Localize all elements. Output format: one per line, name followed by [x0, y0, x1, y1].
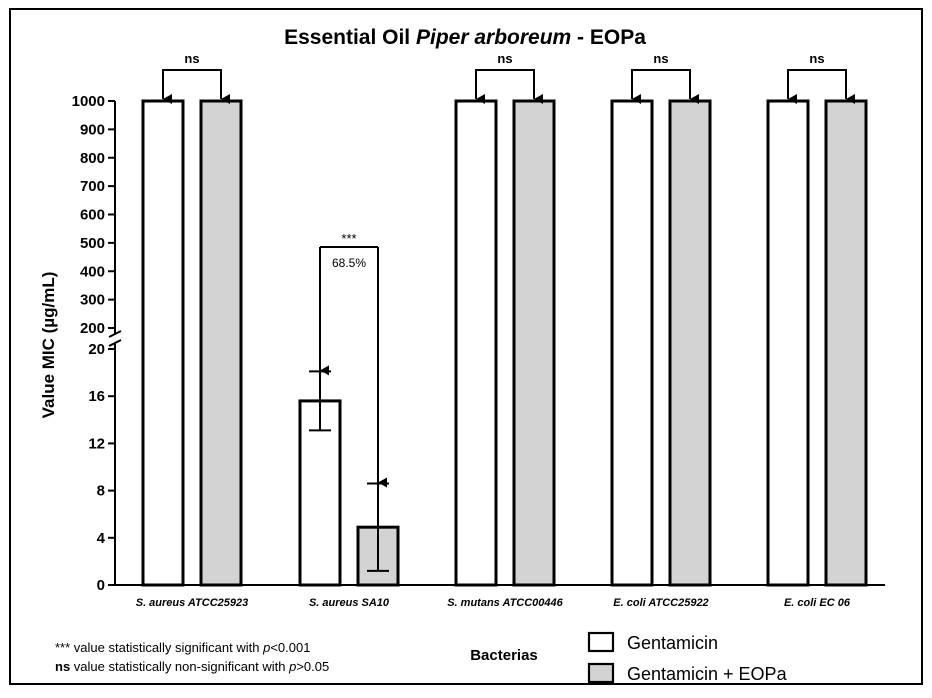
ns-label-3: ns — [653, 51, 668, 66]
category-strain-0: ATCC25923 — [185, 597, 248, 609]
y-axis-label: Value MIC (µg/mL) — [39, 272, 58, 419]
y-lower-tick-label-1: 4 — [97, 530, 106, 547]
y-upper-tick-label-4: 600 — [80, 207, 105, 224]
axes-group: 0 4 8 12 16 20 200 300 400 500 600 700 800 900 1000 — [72, 93, 885, 594]
category-strain-3: ATCC25922 — [646, 597, 709, 609]
category-label-0: S. aureus ATCC25923 — [136, 597, 249, 609]
legend: Gentamicin Gentamicin + EOPa — [587, 631, 788, 684]
title-part-1: Essential Oil — [284, 26, 416, 49]
legend-swatch-gentamicin — [587, 631, 615, 653]
bar-gentamicin-eopa-4 — [824, 99, 868, 587]
annotations-group: ns *** 68.5% ns ns ns — [162, 51, 855, 488]
y-upper-tick-label-3: 500 — [80, 235, 105, 252]
footnote-p-ns: p — [288, 659, 296, 674]
category-species-4: E. coli — [784, 597, 817, 609]
category-label-2: S. mutans ATCC00446 — [447, 597, 563, 609]
category-label-3: E. coli ATCC25922 — [613, 597, 708, 609]
bracket-ns-3 — [631, 69, 699, 104]
category-strain-2: ATCC00446 — [500, 597, 564, 609]
category-label-1: S. aureus SA10 — [309, 597, 390, 609]
y-axis-break-mark-upper — [108, 330, 122, 338]
bar-gentamicin-eopa-2 — [512, 99, 556, 587]
y-upper-tick-label-7: 900 — [80, 121, 105, 138]
chart-title: Essential Oil Piper arboreum - EOPa — [284, 26, 646, 49]
bracket-ns-0 — [162, 69, 230, 104]
footnote-p-sig: p — [262, 640, 270, 655]
bar-gentamicin-1 — [298, 399, 342, 587]
category-strain-1: SA10 — [358, 597, 389, 609]
ns-label-0: ns — [184, 51, 199, 66]
bar-gentamicin-eopa-0 — [199, 99, 243, 587]
bar-gentamicin-3 — [610, 99, 654, 587]
category-label-4: E. coli EC 06 — [784, 597, 851, 609]
bar-gentamicin-0 — [141, 99, 185, 587]
x-axis-label: Bacterias — [470, 647, 538, 664]
legend-label-gentamicin: Gentamicin — [627, 633, 718, 653]
sig-percent-label-1: 68.5% — [332, 256, 366, 270]
y-upper-tick-label-0: 200 — [80, 320, 105, 337]
bar-gentamicin-2 — [454, 99, 498, 587]
y-lower-tick-label-2: 8 — [97, 483, 105, 500]
footnote-significant: *** value statistically significant with… — [55, 640, 310, 655]
legend-label-gentamicin-eopa: Gentamicin + EOPa — [627, 664, 788, 684]
y-upper-tick-label-2: 400 — [80, 263, 105, 280]
y-axis-break-mark-lower — [108, 339, 122, 347]
footnote-thresh-sig: <0.001 — [270, 640, 310, 655]
ns-label-4: ns — [809, 51, 824, 66]
footnote-nonsignificant: ns value statistically non-significant w… — [55, 659, 329, 674]
bracket-ns-4 — [787, 69, 855, 104]
bracket-ns-2 — [475, 69, 543, 104]
sig-label-1: *** — [341, 231, 356, 246]
bar-gentamicin-4 — [766, 99, 810, 587]
outer-border — [9, 8, 923, 685]
category-species-0: S. aureus — [136, 597, 186, 609]
title-part-2: Piper arboreum — [416, 26, 571, 49]
footnote-text-ns: value statistically non-significant with — [70, 659, 289, 674]
y-upper-tick-label-6: 800 — [80, 150, 105, 167]
y-upper-tick-label-8: 1000 — [72, 93, 105, 110]
legend-swatch-gentamicin-eopa — [587, 662, 615, 684]
y-lower-tick-label-5: 20 — [88, 341, 105, 358]
category-labels-group: S. aureus ATCC25923 S. aureus SA10 S. muta… — [136, 597, 851, 609]
title-part-3: - EOPa — [571, 26, 646, 49]
category-species-2: S. mutans — [447, 597, 500, 609]
y-lower-tick-label-0: 0 — [97, 577, 105, 594]
footnote-symbol-sig: *** — [55, 640, 70, 655]
category-strain-4: EC 06 — [816, 597, 851, 609]
bar-gentamicin-eopa-3 — [668, 99, 712, 587]
category-species-3: E. coli — [613, 597, 646, 609]
category-species-1: S. aureus — [309, 597, 359, 609]
y-lower-tick-label-4: 16 — [88, 388, 105, 405]
y-upper-tick-label-1: 300 — [80, 292, 105, 309]
footnote-text-sig: value statistically significant with — [70, 640, 263, 655]
ns-label-2: ns — [497, 51, 512, 66]
footnote-symbol-ns: ns — [55, 659, 70, 674]
bars-group — [141, 99, 868, 587]
footnote-thresh-ns: >0.05 — [296, 659, 329, 674]
y-lower-tick-label-3: 12 — [88, 435, 105, 452]
y-upper-tick-label-5: 700 — [80, 178, 105, 195]
